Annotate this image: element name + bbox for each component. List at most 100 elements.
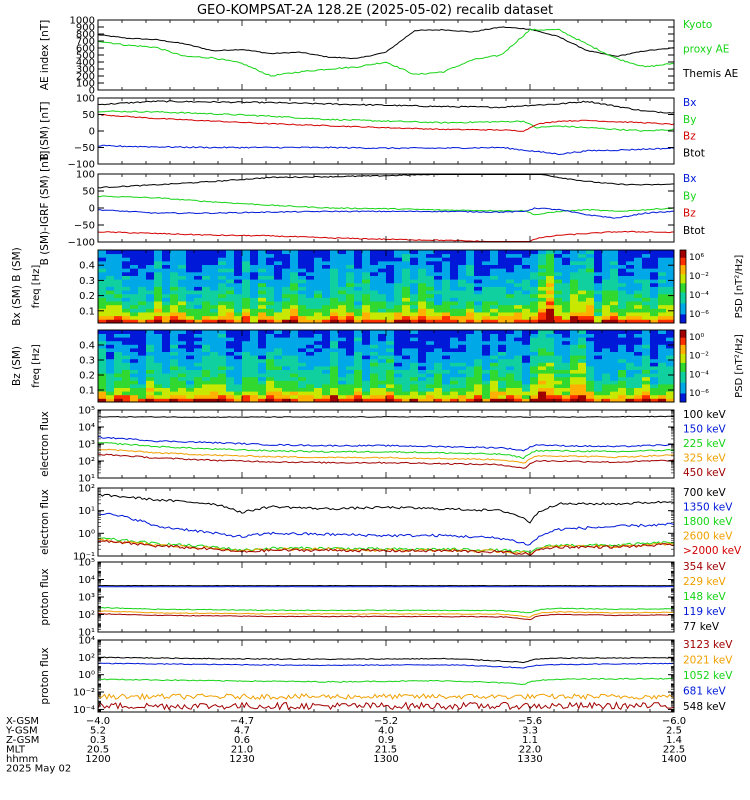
series-line-4 <box>97 613 674 621</box>
y-tick-label: 0.1 <box>79 306 95 317</box>
colorbar-tick-label: 10⁻² <box>689 352 709 362</box>
y-ticks: 10¹ 10² 10³ 10⁴ 10⁵ <box>78 406 674 485</box>
series-line-1 <box>97 28 675 77</box>
x-ticks <box>97 410 675 478</box>
legend-entry: Themis AE <box>682 68 738 80</box>
colorbar-tick-label: 10⁶ <box>689 253 704 263</box>
y-axis-label: AE index [nT] <box>39 20 51 90</box>
legend-entry: 2021 keV <box>683 655 733 667</box>
colorbar-tick-label: 10⁻⁴ <box>689 370 709 380</box>
series-lines <box>97 26 675 77</box>
legend-entry: 148 keV <box>683 591 727 603</box>
y-tick-label: 10³ <box>78 593 95 604</box>
legend-entry: Bx <box>683 97 696 109</box>
colorbar-tick-label: 10⁰ <box>689 333 704 343</box>
x-tick-label: 21.0 <box>231 745 253 756</box>
y-tick-label: 0 <box>89 204 95 215</box>
y-tick-label: 50 <box>82 187 95 198</box>
y-tick-label: 800 <box>76 30 95 41</box>
x-tick-label: −4.7 <box>230 716 254 727</box>
x-axis-row-label: Y-GSM <box>5 726 38 737</box>
legend: Bx By Bz Btot <box>683 97 705 159</box>
legend: 100 keV 150 keV 225 keV 325 keV 450 keV <box>683 409 727 479</box>
colorbar-tick-label: 10⁻⁶ <box>689 310 709 320</box>
legend-entry: 2600 keV <box>683 531 733 543</box>
y-axis-label: B (SM)-IGRF (SM) [nT] <box>39 151 51 266</box>
series-line-2 <box>97 606 675 614</box>
y-tick-label: −100 <box>68 160 95 171</box>
y-tick-label: 0.4 <box>79 341 95 352</box>
y-tick-label: 0.3 <box>79 276 95 287</box>
legend-entry: Bz <box>683 131 696 143</box>
legend-entry: Bx <box>683 173 696 185</box>
y-tick-label: −50 <box>74 221 95 232</box>
legend-entry: Btot <box>683 225 705 237</box>
y-tick-label: −100 <box>68 238 95 249</box>
x-tick-label: 4.7 <box>234 726 250 737</box>
y-tick-label: 10³ <box>78 440 95 451</box>
x-tick-label: 2.5 <box>666 726 682 737</box>
legend-entry: 100 keV <box>683 409 727 421</box>
y-tick-label: 10¹ <box>78 506 95 517</box>
legend-entry: Bz <box>683 208 696 220</box>
legend-entry: 325 keV <box>683 453 727 465</box>
series-line-1 <box>98 195 675 216</box>
x-tick-label: 1330 <box>517 754 542 765</box>
x-ticks <box>97 640 675 712</box>
y-tick-label: 0 <box>89 127 95 138</box>
panel-bsmigrf: Bx By Bz Btot −100 −50 0 50 100 B (SM)-IGRF (SM) … <box>39 151 705 266</box>
y-tick-label: 1000 <box>70 16 95 27</box>
legend: 700 keV 1350 keV 1800 keV 2600 keV >2000 keV <box>683 487 742 557</box>
y-tick-label: 10⁴ <box>78 575 95 586</box>
x-tick-label: 3.3 <box>522 726 538 737</box>
legend-entry: 119 keV <box>683 606 727 618</box>
x-tick-label: 1.1 <box>522 735 538 746</box>
series-line-3 <box>97 144 675 156</box>
x-tick-label: 0.3 <box>90 735 106 746</box>
x-tick-label: −6.0 <box>662 716 686 727</box>
series-lines <box>97 415 675 469</box>
y-axis-label-secondary: freq [Hz] <box>31 265 42 309</box>
x-tick-label: 4.0 <box>378 726 394 737</box>
series-line-0 <box>98 656 675 664</box>
x-tick-label: 22.0 <box>519 745 541 756</box>
x-tick-label: 22.5 <box>663 745 685 756</box>
y-axis-label: Bx (SM) B (SM) <box>11 247 23 325</box>
y-tick-label: 10⁻¹ <box>73 552 95 563</box>
y-tick-label: 10⁻⁴ <box>73 705 95 716</box>
y-tick-label: 500 <box>76 51 95 62</box>
y-axis-label: proton flux <box>39 647 51 704</box>
y-axis-label: proton flux <box>39 568 51 625</box>
legend: 354 keV 229 keV 148 keV 119 keV 77 keV <box>683 561 727 633</box>
y-tick-label: 0.3 <box>79 356 95 367</box>
y-tick-label: 10⁵ <box>78 406 95 417</box>
series-line-3 <box>97 692 675 701</box>
y-axis-label-secondary: freq [Hz] <box>31 344 42 388</box>
y-tick-label: 10⁰ <box>78 529 95 540</box>
x-tick-label: 0.6 <box>234 735 250 746</box>
series-line-2 <box>97 677 675 686</box>
x-ticks <box>97 250 675 323</box>
colorbar-label: PSD [nT²/Hz] <box>734 255 745 319</box>
legend-entry: 150 keV <box>683 424 727 436</box>
x-ticks <box>97 330 675 402</box>
series-line-0 <box>97 415 674 418</box>
legend-entry: By <box>683 190 696 202</box>
y-ticks: 0.1 0.2 0.3 0.4 <box>79 261 674 317</box>
y-tick-label: 0.2 <box>79 291 95 302</box>
legend-entry: 229 keV <box>683 576 727 588</box>
colorbar-label: PSD [nT²/Hz] <box>734 334 745 398</box>
y-tick-label: 10⁴ <box>78 636 95 647</box>
series-line-3 <box>97 610 675 618</box>
x-tick-label: −5.6 <box>518 716 542 727</box>
x-tick-label: 1200 <box>85 754 110 765</box>
panel-frame <box>97 409 675 479</box>
y-tick-label: 10² <box>78 484 95 495</box>
legend-entry: 354 keV <box>683 561 727 573</box>
chart-title: GEO-KOMPSAT-2A 128.2E (2025-05-02) recal… <box>197 3 553 18</box>
y-tick-label: 10⁵ <box>78 558 95 569</box>
